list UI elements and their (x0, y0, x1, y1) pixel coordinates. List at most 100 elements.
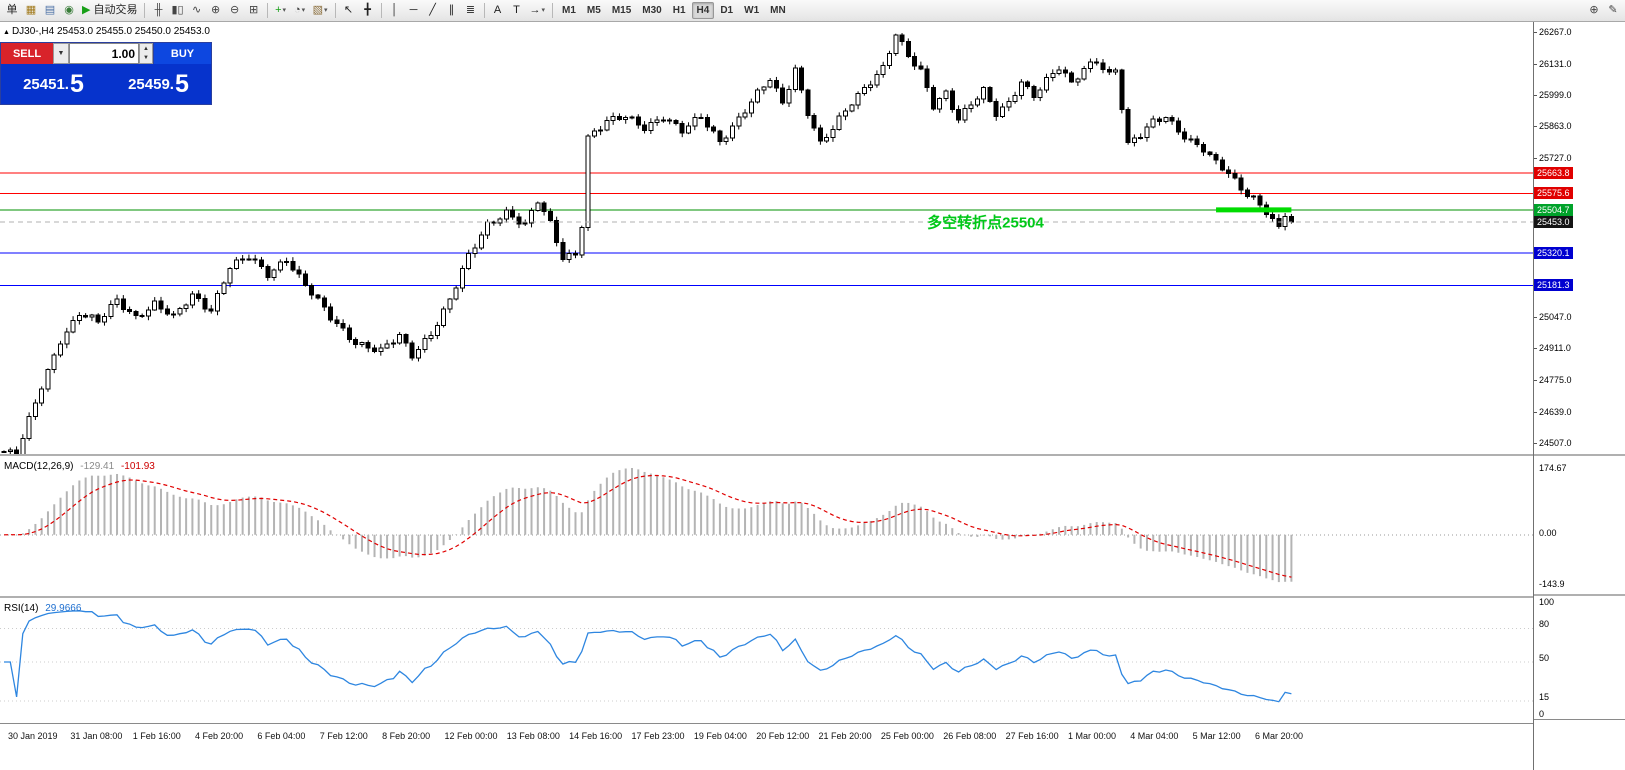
refresh-icon[interactable]: ◉ (60, 2, 78, 20)
sell-price[interactable]: 25451. 5 (1, 64, 106, 104)
candle-body (792, 67, 798, 91)
autotrade-button[interactable]: ▶ 自动交易 (79, 2, 140, 20)
candle-body (258, 259, 264, 267)
new-order-icon[interactable]: 单 (3, 2, 21, 20)
lot-decrease-button[interactable]: ▼ (143, 55, 149, 62)
periods-icon[interactable]: ◔ ▾ (291, 2, 309, 20)
templates-icon[interactable]: ▧ ▾ (310, 2, 331, 20)
time-axis[interactable]: 30 Jan 2019 31 Jan 08:00 1 Feb 16:00 4 Feb … (0, 725, 1533, 770)
price-scale-label: 24775.0 (1539, 375, 1572, 386)
rsi-chart[interactable] (0, 600, 1533, 724)
draw-icon[interactable]: ✎ (1604, 2, 1622, 20)
text-icon[interactable]: A (489, 2, 507, 20)
candle-body (1257, 195, 1263, 206)
timeframe-mn-button[interactable]: MN (770, 5, 786, 16)
candle-body (773, 79, 779, 89)
candle-body (1282, 216, 1288, 227)
arrows-icon[interactable]: → ▾ (527, 2, 549, 20)
line-chart-icon: ∿ (191, 4, 202, 16)
price-scale-main[interactable]: 26267.0 26131.0 25999.0 25863.0 25727.0 25047… (1534, 22, 1625, 456)
macd-scale-label: 0.00 (1539, 527, 1557, 538)
buy-price[interactable]: 25459. 5 (106, 64, 211, 104)
templates-icon: ▧ (312, 4, 323, 16)
indicators-icon[interactable]: + ▾ (272, 2, 290, 20)
time-axis-label: 13 Feb 08:00 (506, 731, 560, 741)
candle-body (510, 209, 516, 218)
trendline-icon[interactable]: ╱ (424, 2, 442, 20)
order-type-dropdown[interactable]: ▼ (53, 43, 69, 64)
sell-button[interactable]: SELL (1, 43, 53, 64)
buy-button[interactable]: BUY (153, 43, 211, 64)
candle-body (1182, 131, 1188, 140)
search-plus-icon[interactable]: ⊕ (1585, 2, 1603, 20)
price-scale[interactable]: 26267.0 26131.0 25999.0 25863.0 25727.0 25047… (1533, 22, 1625, 770)
price-scale-macd[interactable]: 174.67 0.00 -143.9 (1534, 456, 1625, 596)
price-scale-label: 25999.0 (1539, 89, 1572, 100)
chart-workspace: 多空转折点25504 ▲ DJ30-,H4 25453.0 25455.0 254… (0, 22, 1625, 770)
candle-body (566, 252, 572, 260)
vertical-line-icon[interactable]: │ (386, 2, 404, 20)
candle-body (667, 119, 673, 122)
timeframe-h1-button[interactable]: H1 (672, 5, 686, 16)
price-scale-rsi[interactable]: 100 80 50 15 0 (1534, 596, 1625, 720)
tile-windows-icon[interactable]: ⊞ (245, 2, 263, 20)
candle-body (843, 110, 849, 117)
cursor-icon: ↖ (343, 4, 354, 16)
timeframe-h4-button[interactable]: H4 (691, 2, 715, 19)
timeframe-w1-button[interactable]: W1 (744, 5, 760, 16)
bars-chart-icon[interactable]: ╫ (149, 2, 167, 20)
crosshair-icon: ╋ (364, 4, 371, 16)
channel-icon[interactable]: ∥ (443, 2, 461, 20)
line-chart-icon[interactable]: ∿ (188, 2, 206, 20)
fibonacci-icon: ≣ (465, 4, 476, 16)
horizontal-line-icon[interactable]: ─ (405, 2, 423, 20)
candle-body (874, 74, 880, 86)
candle-body (830, 128, 836, 139)
timeframe-m15-button[interactable]: M15 (611, 5, 632, 16)
price-chart-panel[interactable]: 多空转折点25504 ▲ DJ30-,H4 25453.0 25455.0 254… (0, 22, 1533, 456)
candle-body (1069, 72, 1075, 83)
time-axis-label: 20 Feb 12:00 (756, 731, 810, 741)
buy-price-int: 25459. (128, 75, 174, 93)
candlestick-chart[interactable]: 多空转折点25504 (0, 22, 1533, 456)
candle-body (1244, 189, 1250, 197)
candles-chart-icon[interactable]: ▮▯ (168, 2, 186, 20)
price-scale-label: 24911.0 (1539, 343, 1571, 354)
candle-body (1062, 69, 1068, 74)
price-scale-label: 26267.0 (1539, 27, 1572, 38)
rsi-scale-label: 80 (1539, 619, 1550, 630)
candle-body (221, 282, 227, 294)
search-plus-icon: ⊕ (1589, 4, 1599, 16)
lot-increase-button[interactable]: ▲ (143, 45, 149, 52)
candle-body (39, 388, 45, 404)
fibonacci-icon[interactable]: ≣ (462, 2, 480, 20)
timeframe-m5-button[interactable]: M5 (586, 5, 601, 16)
candle-body (1219, 159, 1225, 171)
candle-body (334, 319, 340, 324)
timeframe-m1-button[interactable]: M1 (562, 5, 576, 16)
candle-body (321, 297, 327, 308)
crosshair-icon[interactable]: ╋ (359, 2, 377, 20)
profiles-icon[interactable]: ▤ (41, 2, 59, 20)
candle-body (616, 115, 622, 121)
candle-body (340, 322, 346, 329)
timeframe-m30-button[interactable]: M30 (642, 5, 662, 16)
chart-window-icon[interactable]: ▦ (22, 2, 40, 20)
candle-body (491, 221, 497, 224)
chart-title: ▲ DJ30-,H4 25453.0 25455.0 25450.0 25453.… (3, 26, 210, 37)
zoom-out-icon[interactable]: ⊖ (226, 2, 244, 20)
rsi-indicator-panel[interactable]: RSI(14) 29.9666 (0, 600, 1533, 724)
macd-indicator-panel[interactable]: MACD(12,26,9) -129.41 -101.93 (0, 458, 1533, 598)
candle-body (215, 292, 221, 312)
candle-body (560, 241, 566, 260)
zoom-in-icon[interactable]: ⊕ (207, 2, 225, 20)
candle-body (723, 137, 729, 143)
price-line-badge: 25575.6 (1534, 187, 1573, 200)
bars-chart-icon: ╫ (154, 4, 163, 16)
timeframe-d1-button[interactable]: D1 (720, 5, 734, 16)
lot-size-input[interactable] (70, 44, 138, 63)
macd-chart[interactable] (0, 458, 1533, 598)
toolbar-separator (552, 3, 554, 18)
cursor-icon[interactable]: ↖ (340, 2, 358, 20)
text-label-icon[interactable]: T (508, 2, 526, 20)
